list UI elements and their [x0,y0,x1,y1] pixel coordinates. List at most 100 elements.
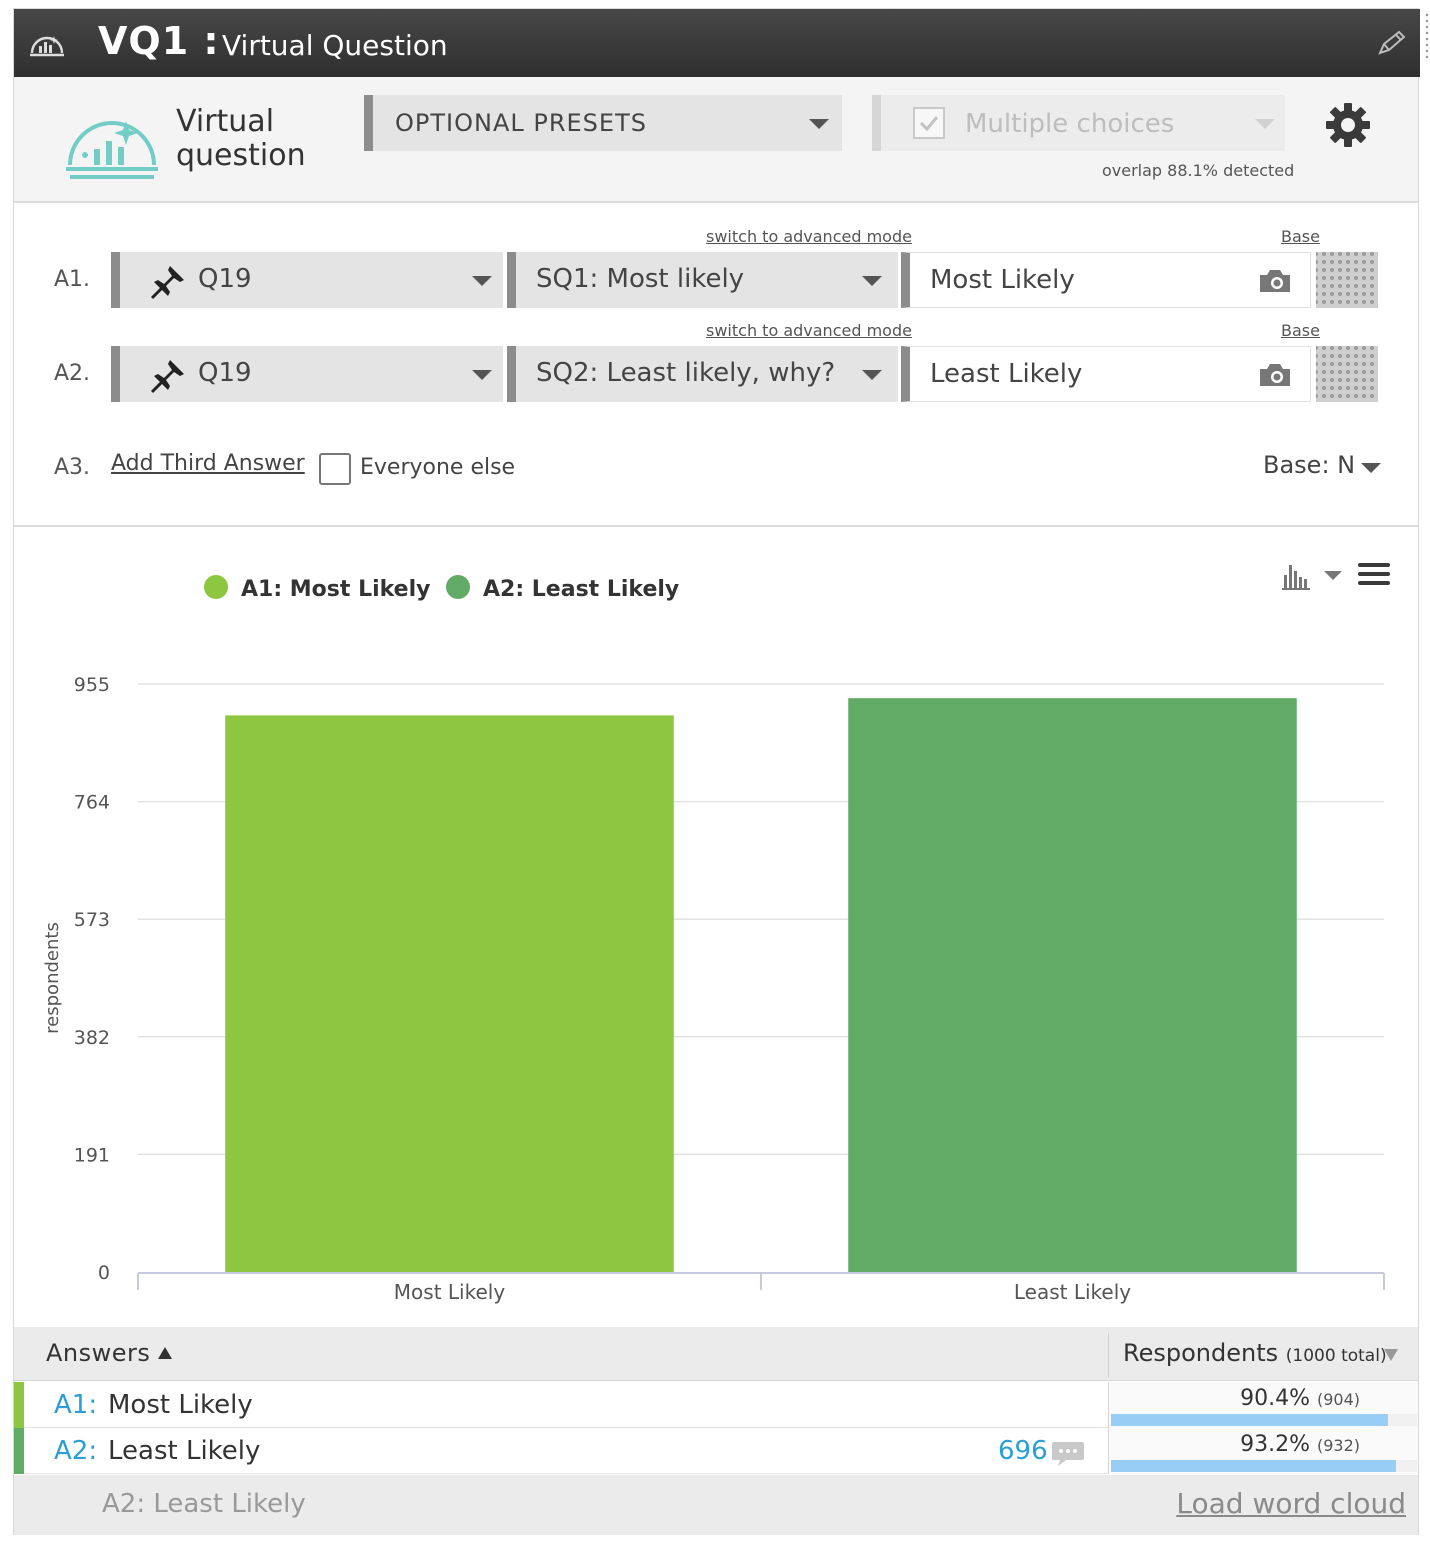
x-tick-label: Most Likely [394,1280,506,1304]
chevron-down-icon [809,119,829,129]
panel-drag-handle[interactable] [1424,12,1430,62]
base-selector[interactable]: Base: N [1263,451,1381,479]
answer-code: A2: [54,1436,98,1466]
bar[interactable] [848,698,1297,1272]
y-tick-label: 955 [74,674,110,696]
question-dropdown[interactable]: Q19 [111,252,503,308]
word-cloud-footer: A2: Least Likely Load word cloud [14,1475,1418,1535]
respondents-bar [1111,1414,1388,1426]
chevron-down-icon [472,276,492,286]
grid-button[interactable] [1316,252,1378,308]
optional-presets-dropdown[interactable]: OPTIONAL PRESETS [364,95,842,151]
respondents-header-label: Respondents [1123,1339,1279,1367]
chevron-down-icon[interactable] [1324,571,1342,580]
chevron-down-icon [862,276,882,286]
respondents-cell: 93.2% (932) [1108,1428,1418,1474]
chart-controls [1282,563,1390,590]
legend-item[interactable]: A2: Least Likely [483,577,680,602]
respondents-column-header[interactable]: Respondents (1000 total) [1123,1339,1387,1367]
table-row[interactable]: A2: Least Likely 696 93.2% (932) [14,1428,1418,1474]
chart-area: A1: Most Likely A2: Least Likely 0 191 382… [14,527,1418,1327]
menu-icon[interactable] [1358,563,1390,585]
chevron-down-icon [1361,463,1381,473]
add-third-answer-link[interactable]: Add Third Answer [111,451,305,476]
bar-chart: 0 191 382 573 764 955 respondents Most Likely Le… [42,674,1385,1304]
y-tick-label: 382 [74,1027,110,1049]
legend-dot [446,575,470,599]
answer-label: Most Likely [108,1390,253,1420]
subquestion-value: SQ2: Least likely, why? [536,358,836,388]
question-value: Q19 [198,264,252,294]
switch-advanced-link[interactable]: switch to advanced mode [706,321,912,340]
respondents-cell: 90.4% (904) [1108,1382,1418,1428]
respondents-value: 90.4% (904) [1240,1386,1360,1411]
title-bar: VQ1 : Virtual Question [14,9,1420,77]
camera-icon[interactable] [1258,361,1292,389]
vq-type-line1: Virtual [176,104,275,139]
answer-text-value: Least Likely [930,359,1083,389]
base-link[interactable]: Base [1281,227,1320,246]
vq-type-label: Virtual question [176,105,306,173]
vq-id: VQ1 : [98,19,220,63]
subquestion-dropdown[interactable]: SQ1: Most likely [507,252,898,308]
y-tick-label: 573 [74,909,110,931]
everyone-else-checkbox[interactable] [319,453,351,485]
column-divider [1108,1333,1109,1377]
answers-column-header[interactable]: Answers [46,1339,151,1367]
y-tick-label: 0 [98,1262,110,1284]
respondents-count: (932) [1316,1436,1360,1455]
sort-ascending-icon[interactable] [158,1347,172,1359]
comments-count[interactable]: 696 [998,1436,1048,1466]
chevron-down-icon [862,370,882,380]
grid-button[interactable] [1316,346,1378,402]
speech-bubble-icon[interactable] [1050,1438,1086,1468]
respondents-bar [1111,1460,1396,1472]
sort-descending-icon[interactable] [1384,1349,1398,1361]
answer-text-input[interactable]: Least Likely [901,346,1311,402]
everyone-else-label: Everyone else [360,455,516,480]
y-tick-label: 764 [74,792,110,814]
multiple-choices-checkbox[interactable] [913,107,945,139]
word-cloud-answer-label: A2: Least Likely [102,1489,306,1519]
bar[interactable] [225,715,674,1272]
row-color-stripe [14,1428,24,1474]
answer-text-value: Most Likely [930,265,1075,295]
vq-title[interactable]: Virtual Question [222,29,448,62]
presets-label: OPTIONAL PRESETS [395,109,647,137]
question-value: Q19 [198,358,252,388]
y-tick-label: 191 [74,1144,110,1166]
pin-icon[interactable] [150,356,188,394]
y-axis-label: respondents [42,922,63,1034]
multiple-choices-label: Multiple choices [965,109,1175,139]
base-link[interactable]: Base [1281,321,1320,340]
pencil-icon[interactable] [1376,29,1408,57]
camera-icon[interactable] [1258,267,1292,295]
multiple-choices-dropdown[interactable]: Multiple choices [872,95,1285,151]
answer-label: A2. [54,361,91,386]
respondents-percent: 93.2% [1240,1432,1310,1457]
results-table-header: Answers Respondents (1000 total) [14,1327,1418,1381]
base-selector-label: Base: N [1263,451,1356,479]
respondents-count: (904) [1316,1390,1360,1409]
chart-dome-icon [30,36,64,57]
answer-text-input[interactable]: Most Likely [901,252,1311,308]
subquestion-value: SQ1: Most likely [536,264,745,294]
answer-code: A1: [54,1390,98,1420]
answer-label: A3. [54,455,91,480]
vq-header: Virtual question OPTIONAL PRESETS Multip… [14,77,1418,203]
pin-icon[interactable] [150,262,188,300]
gear-icon[interactable] [1324,101,1372,149]
x-tick-label: Least Likely [1014,1280,1131,1304]
check-icon [919,116,939,132]
question-dropdown[interactable]: Q19 [111,346,503,402]
virtual-question-icon [66,121,158,179]
legend-item[interactable]: A1: Most Likely [241,577,431,602]
table-row[interactable]: A1: Most Likely 90.4% (904) [14,1382,1418,1428]
answer-label: Least Likely [108,1436,261,1466]
answer-label: A1. [54,267,91,292]
switch-advanced-link[interactable]: switch to advanced mode [706,227,912,246]
legend-dot [204,575,228,599]
bar-chart-icon[interactable] [1282,565,1310,590]
load-word-cloud-link[interactable]: Load word cloud [1176,1487,1406,1520]
subquestion-dropdown[interactable]: SQ2: Least likely, why? [507,346,898,402]
